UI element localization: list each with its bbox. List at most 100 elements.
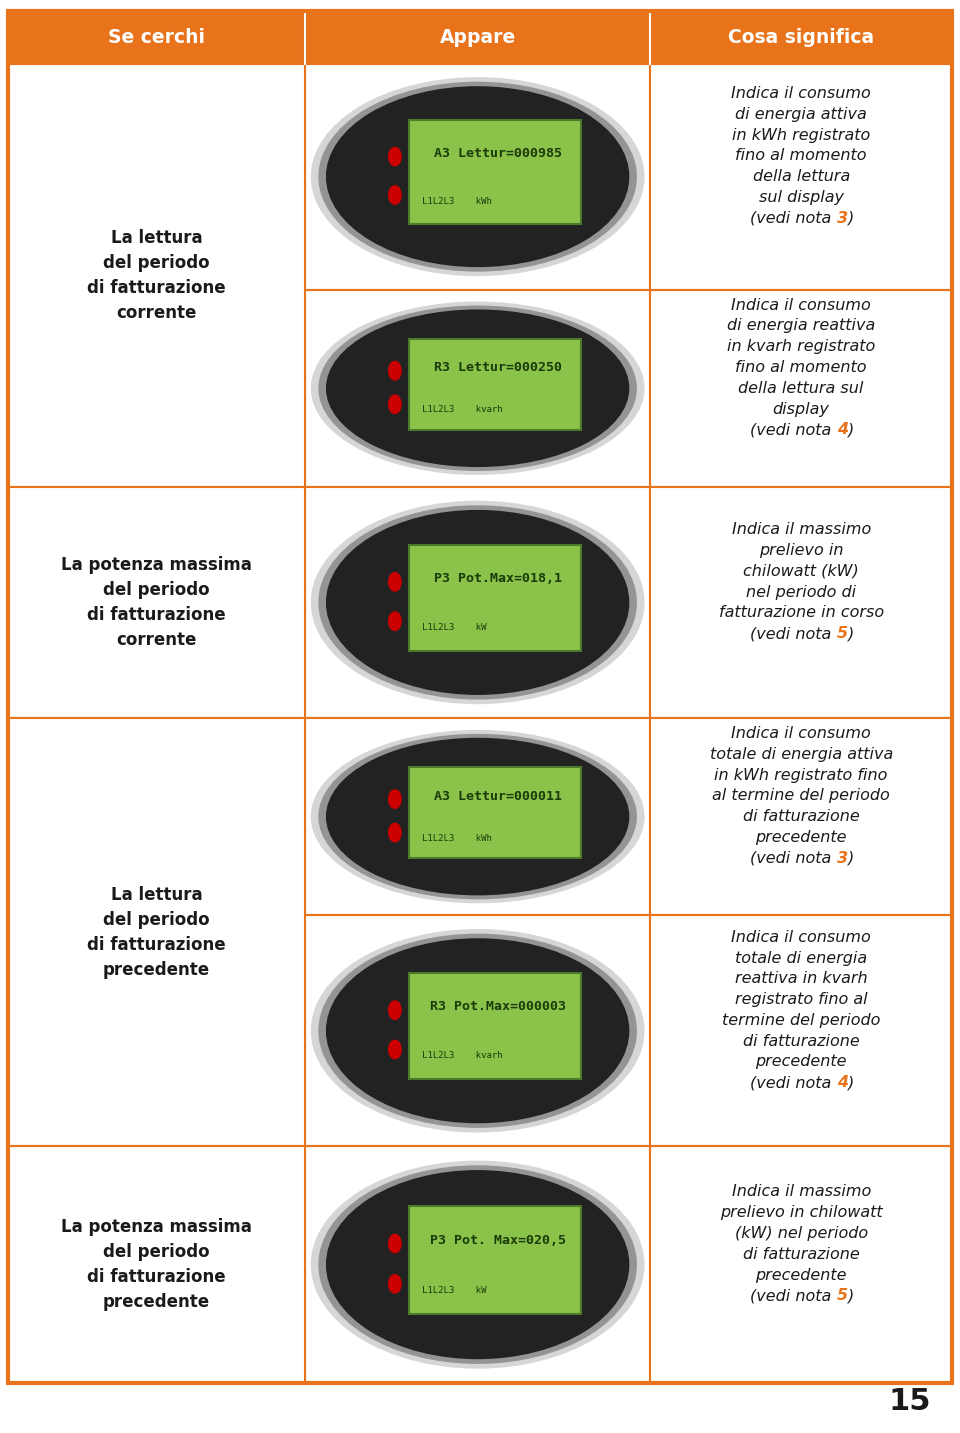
- Text: P3 Pot. Max=020,5: P3 Pot. Max=020,5: [430, 1234, 566, 1247]
- Ellipse shape: [311, 500, 644, 704]
- Text: Indica il consumo: Indica il consumo: [732, 86, 871, 102]
- Text: L1L2L3    kvarh: L1L2L3 kvarh: [422, 406, 503, 414]
- Text: (vedi nota: (vedi nota: [750, 851, 836, 866]
- Ellipse shape: [311, 77, 644, 277]
- Text: di energia reattiva: di energia reattiva: [727, 318, 876, 334]
- Bar: [305, 718, 650, 916]
- Circle shape: [389, 148, 401, 166]
- Text: P3 Pot.Max=018,1: P3 Pot.Max=018,1: [434, 572, 563, 585]
- Bar: [305, 916, 650, 1146]
- Text: La potenza massima
del periodo
di fatturazione
precedente: La potenza massima del periodo di fattur…: [61, 1218, 252, 1311]
- Text: totale di energia: totale di energia: [735, 950, 867, 966]
- Circle shape: [389, 790, 401, 808]
- Ellipse shape: [311, 729, 644, 903]
- Text: 5: 5: [837, 1288, 849, 1303]
- Text: Indica il massimo: Indica il massimo: [732, 522, 871, 537]
- Ellipse shape: [319, 934, 636, 1128]
- Text: ): ): [848, 211, 854, 225]
- Ellipse shape: [326, 939, 630, 1123]
- Circle shape: [389, 1040, 401, 1059]
- Bar: [305, 487, 650, 718]
- Circle shape: [389, 1234, 401, 1252]
- Text: termine del periodo: termine del periodo: [722, 1013, 880, 1027]
- Circle shape: [389, 573, 401, 590]
- Text: L1L2L3    kvarh: L1L2L3 kvarh: [422, 1052, 503, 1060]
- Bar: [650, 1146, 952, 1383]
- Text: in kWh registrato: in kWh registrato: [732, 128, 871, 143]
- Bar: [650, 63, 952, 289]
- Text: ): ): [848, 851, 854, 866]
- Bar: [409, 545, 581, 651]
- Text: totale di energia attiva: totale di energia attiva: [709, 747, 893, 762]
- Bar: [409, 1205, 581, 1314]
- Text: Se cerchi: Se cerchi: [108, 29, 205, 47]
- Text: della lettura sul: della lettura sul: [738, 381, 864, 396]
- Text: (vedi nota: (vedi nota: [750, 1075, 836, 1091]
- Text: di fatturazione: di fatturazione: [743, 1033, 859, 1049]
- Text: La potenza massima
del periodo
di fatturazione
corrente: La potenza massima del periodo di fattur…: [61, 556, 252, 649]
- Ellipse shape: [326, 310, 630, 467]
- Text: precedente: precedente: [756, 1055, 847, 1069]
- Bar: [409, 340, 581, 430]
- Text: precedente: precedente: [756, 1268, 847, 1283]
- Text: ): ): [848, 423, 854, 437]
- Text: 3: 3: [837, 851, 849, 866]
- Bar: [409, 120, 581, 224]
- Text: di fatturazione: di fatturazione: [743, 1247, 859, 1261]
- Circle shape: [389, 1274, 401, 1293]
- Text: sul display: sul display: [758, 191, 844, 205]
- Ellipse shape: [319, 734, 636, 900]
- Bar: [305, 1146, 650, 1383]
- Text: Cosa significa: Cosa significa: [728, 29, 875, 47]
- Text: Indica il consumo: Indica il consumo: [732, 930, 871, 944]
- Text: 3: 3: [837, 211, 849, 225]
- Bar: [8, 11, 952, 63]
- Ellipse shape: [319, 506, 636, 699]
- Ellipse shape: [326, 86, 630, 267]
- Text: 5: 5: [837, 626, 849, 641]
- Ellipse shape: [311, 929, 644, 1132]
- Bar: [8, 1146, 305, 1383]
- Text: nel periodo di: nel periodo di: [746, 585, 856, 599]
- Bar: [650, 916, 952, 1146]
- Text: fino al momento: fino al momento: [735, 149, 867, 163]
- Text: Indica il consumo: Indica il consumo: [732, 727, 871, 741]
- Circle shape: [389, 1000, 401, 1019]
- Bar: [409, 767, 581, 858]
- Text: (vedi nota: (vedi nota: [750, 1288, 836, 1303]
- Text: fatturazione in corso: fatturazione in corso: [719, 605, 884, 620]
- Text: A3 Lettur=000011: A3 Lettur=000011: [434, 790, 563, 802]
- Text: 15: 15: [889, 1387, 931, 1416]
- Circle shape: [389, 361, 401, 380]
- Bar: [305, 63, 650, 289]
- Text: reattiva in kvarh: reattiva in kvarh: [734, 972, 868, 986]
- Text: La lettura
del periodo
di fatturazione
precedente: La lettura del periodo di fatturazione p…: [87, 886, 226, 979]
- Text: precedente: precedente: [756, 830, 847, 845]
- Bar: [305, 289, 650, 487]
- Bar: [650, 718, 952, 916]
- Text: A3 Lettur=000985: A3 Lettur=000985: [434, 148, 563, 160]
- Text: in kWh registrato fino: in kWh registrato fino: [714, 768, 888, 782]
- Text: (vedi nota: (vedi nota: [750, 423, 836, 437]
- Text: Indica il massimo: Indica il massimo: [732, 1185, 871, 1199]
- Text: (vedi nota: (vedi nota: [750, 211, 836, 225]
- Text: ): ): [848, 626, 854, 641]
- Text: Indica il consumo: Indica il consumo: [732, 298, 871, 312]
- Text: R3 Lettur=000250: R3 Lettur=000250: [434, 361, 563, 374]
- Text: registrato fino al: registrato fino al: [734, 992, 868, 1007]
- Text: L1L2L3    kW: L1L2L3 kW: [422, 623, 487, 632]
- Circle shape: [389, 612, 401, 631]
- Text: R3 Pot.Max=000003: R3 Pot.Max=000003: [430, 1000, 566, 1013]
- Text: in kvarh registrato: in kvarh registrato: [727, 340, 876, 354]
- Text: L1L2L3    kWh: L1L2L3 kWh: [422, 834, 492, 843]
- Text: prelievo in chilowatt: prelievo in chilowatt: [720, 1205, 882, 1221]
- Text: display: display: [773, 401, 829, 417]
- Bar: [8, 63, 305, 487]
- Ellipse shape: [326, 510, 630, 695]
- Text: La lettura
del periodo
di fatturazione
corrente: La lettura del periodo di fatturazione c…: [87, 229, 226, 321]
- Text: prelievo in: prelievo in: [759, 543, 844, 557]
- Bar: [650, 487, 952, 718]
- Text: al termine del periodo: al termine del periodo: [712, 788, 890, 804]
- Text: fino al momento: fino al momento: [735, 360, 867, 375]
- Text: (kW) nel periodo: (kW) nel periodo: [734, 1227, 868, 1241]
